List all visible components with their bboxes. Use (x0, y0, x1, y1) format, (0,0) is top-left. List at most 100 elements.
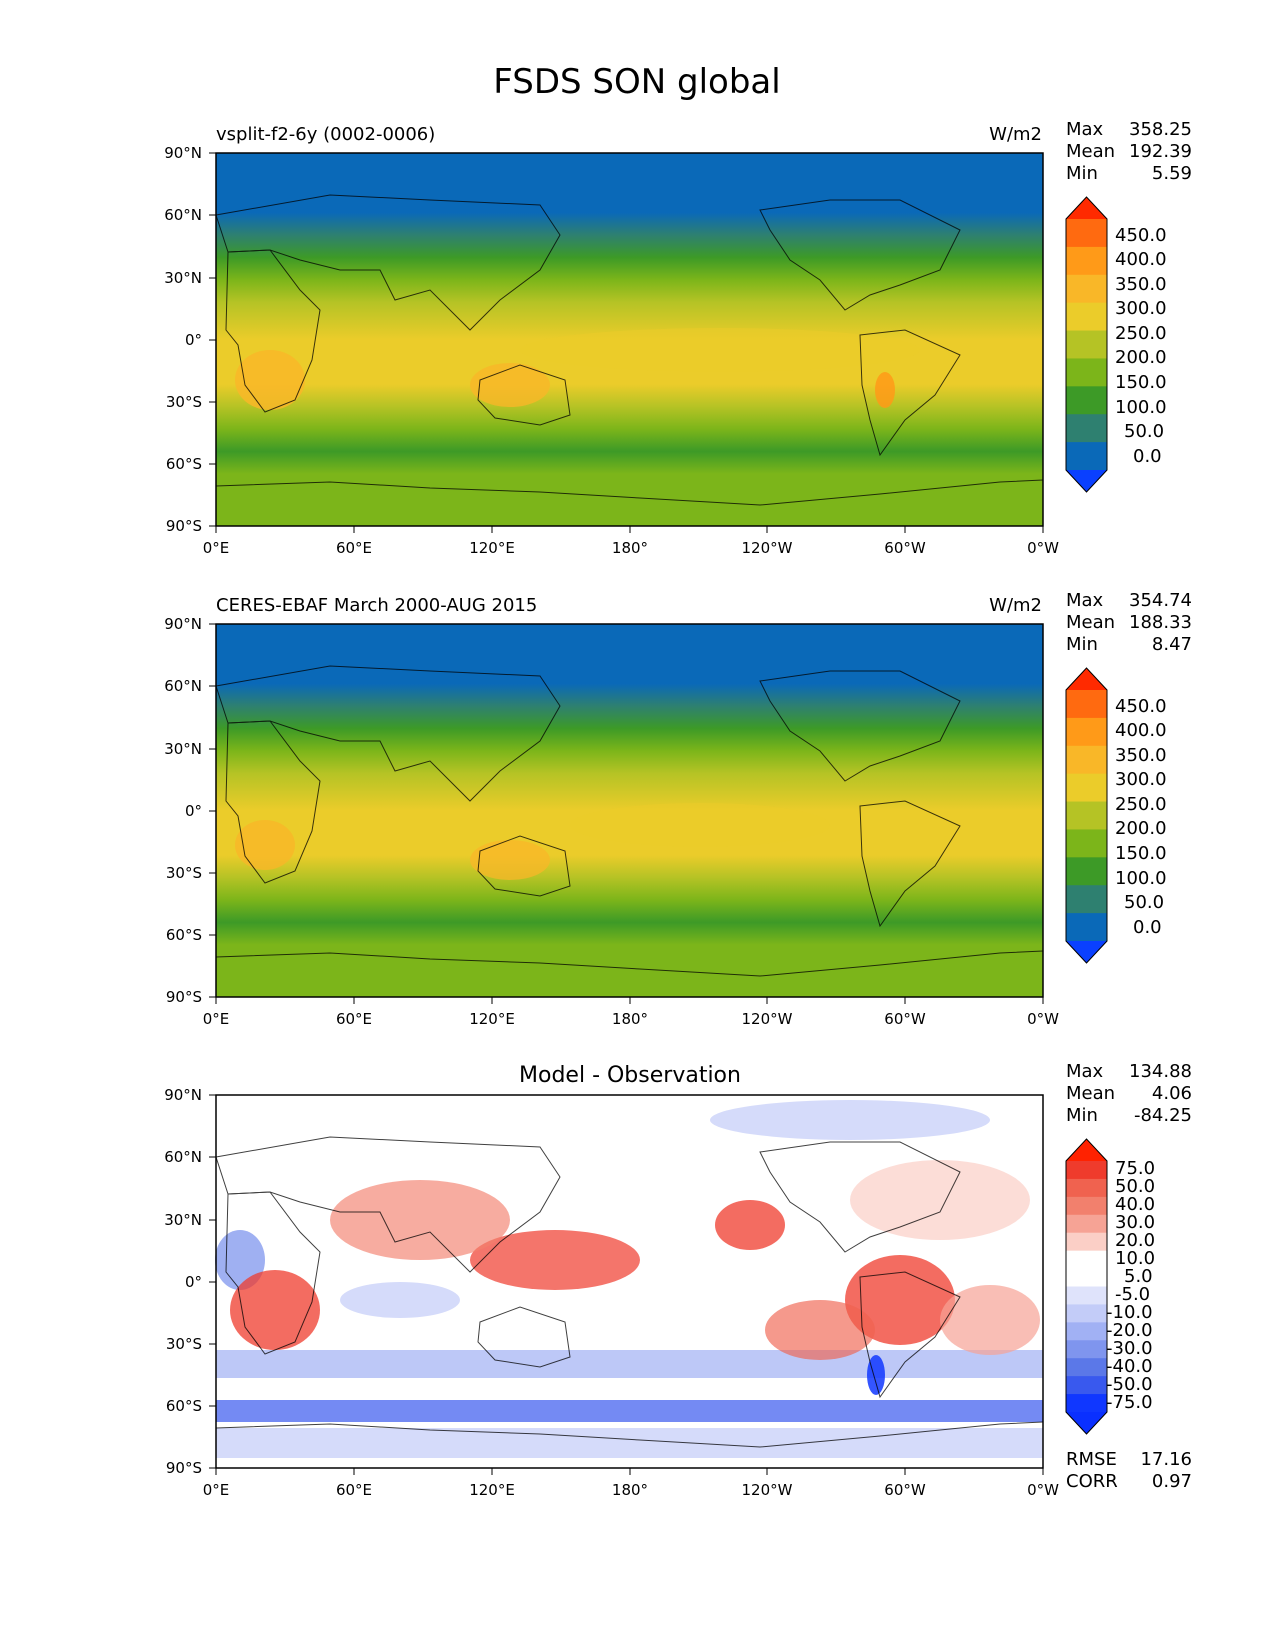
colorbar-segment (1066, 1376, 1107, 1395)
colorbar-outline (1065, 1138, 1108, 1435)
colorbar-segment (1066, 885, 1107, 914)
colorbar-label: 150.0 (1115, 372, 1167, 393)
stat-min-label: Min (1066, 163, 1098, 184)
coast-eurasia (215, 194, 561, 331)
figure-title: FSDS SON global (493, 62, 780, 102)
africa-high-flux (235, 820, 295, 870)
colorbar-segment (1066, 1178, 1107, 1198)
coast-antarctica (215, 1421, 1044, 1448)
colorbar-label: 50.0 (1124, 421, 1164, 442)
stat-mean-value: 4.06 (1152, 1083, 1192, 1104)
colorbar-label: 350.0 (1115, 745, 1167, 766)
stat-mean-value: 192.39 (1129, 141, 1192, 162)
lon-tick-label: 120°E (469, 1010, 515, 1028)
colorbar-segment (1066, 690, 1107, 719)
colorbar-segment (1066, 1268, 1107, 1288)
stat-min-label: Min (1066, 634, 1098, 655)
lat-tick-label: 60°S (166, 1397, 202, 1415)
coast-north-america (759, 670, 961, 782)
lat-tick-label: 90°S (166, 517, 202, 535)
lat-axis: 90°N 60°N 30°N 0° 30°S 60°S 90°S (164, 615, 216, 1006)
panel-center-title: Model - Observation (519, 1063, 741, 1088)
colorbar-label: 75.0 (1115, 1158, 1155, 1179)
colorbar-segment (1066, 302, 1107, 332)
lat-tick-label: 30°S (166, 1335, 202, 1353)
colorbar-extend-max (1066, 668, 1107, 690)
colorbar: 450.0 400.0 350.0 300.0 250.0 200.0 150.… (1065, 667, 1167, 964)
lat-tick-label: 90°S (166, 988, 202, 1006)
colorbar-label: 150.0 (1115, 843, 1167, 864)
colorbar-segment (1066, 1304, 1107, 1323)
southern-ocean-negative (216, 1350, 1043, 1378)
asia-positive (330, 1180, 510, 1260)
panel-left-title: vsplit-f2-6y (0002-0006) (216, 124, 435, 145)
colorbar-segment (1066, 913, 1107, 942)
patagonia-negative (867, 1355, 885, 1395)
coast-south-america (859, 1271, 961, 1399)
colorbar-segment (1066, 801, 1107, 831)
colorbar-label: 30.0 (1115, 1212, 1155, 1233)
lon-tick-label: 0°W (1027, 539, 1059, 557)
colorbar-segment (1066, 1250, 1107, 1270)
stat-mean-label: Mean (1066, 612, 1115, 633)
coast-africa (225, 1191, 321, 1355)
stat-max-value: 354.74 (1129, 590, 1192, 611)
lon-tick-label: 120°E (469, 539, 515, 557)
colorbar-segment (1066, 773, 1107, 803)
panel-units: W/m2 (989, 124, 1042, 145)
colorbar-segment (1066, 414, 1107, 443)
lat-tick-label: 30°N (164, 740, 202, 758)
stat-min-value: -84.25 (1134, 1105, 1192, 1126)
colorbar-segment (1066, 1161, 1107, 1180)
lat-tick-label: 60°N (164, 1148, 202, 1166)
coastlines (215, 194, 1044, 506)
corr-value: 0.97 (1152, 1471, 1192, 1492)
colorbar-label: 450.0 (1115, 696, 1167, 717)
lat-axis: 90°N 60°N 30°N 0° 30°S 60°S 90°S (164, 1086, 216, 1477)
coast-africa (225, 720, 321, 884)
southeast-pacific-positive (765, 1300, 875, 1360)
colorbar-segment (1066, 1214, 1107, 1234)
lat-tick-label: 90°N (164, 1086, 202, 1104)
colorbar-label: 250.0 (1115, 794, 1167, 815)
coast-africa (225, 249, 321, 413)
colorbar-label: 350.0 (1115, 274, 1167, 295)
coast-north-america (759, 1141, 961, 1253)
colorbar-label: 100.0 (1115, 397, 1167, 418)
panel-observation: CERES-EBAF March 2000-AUG 2015 W/m2 (164, 590, 1192, 1028)
colorbar-label: 200.0 (1115, 347, 1167, 368)
southern-ocean-negative (216, 1400, 1043, 1422)
lat-tick-label: 60°S (166, 926, 202, 944)
colorbar-label: -10.0 (1106, 1302, 1153, 1323)
indian-ocean-negative (340, 1282, 460, 1318)
colorbar-segment (1066, 246, 1107, 276)
colorbar-label: -75.0 (1106, 1392, 1153, 1413)
lon-tick-label: 180° (612, 1481, 648, 1499)
coast-australia (477, 1306, 571, 1368)
colorbar-label: 400.0 (1115, 249, 1167, 270)
colorbar-extend-max (1066, 197, 1107, 219)
pacific-band (520, 328, 920, 372)
panel-difference: Model - Observation (164, 1061, 1192, 1499)
colorbar-label: 50.0 (1115, 1176, 1155, 1197)
colorbar-segment (1066, 1232, 1107, 1252)
australia-high-flux (470, 363, 550, 407)
lon-tick-label: 60°E (336, 539, 372, 557)
lat-tick-label: 90°S (166, 1459, 202, 1477)
stats-block: Max 134.88 Mean 4.06 Min -84.25 (1066, 1061, 1192, 1126)
coast-antarctica (215, 479, 1044, 506)
colorbar-label: 10.0 (1115, 1248, 1155, 1269)
lat-tick-label: 0° (185, 1273, 202, 1291)
south-atlantic-positive (940, 1285, 1040, 1355)
colorbar-segment (1066, 330, 1107, 360)
lon-axis: 0°E 60°E 120°E 180° 120°W 60°W 0°W (203, 1468, 1059, 1499)
colorbar: 450.0 400.0 350.0 300.0 250.0 200.0 150.… (1065, 196, 1167, 493)
colorbar-segment (1066, 219, 1107, 248)
lon-tick-label: 120°W (742, 1481, 793, 1499)
africa-positive (230, 1270, 320, 1350)
africa-high-flux (235, 350, 305, 410)
lat-tick-label: 0° (185, 802, 202, 820)
colorbar-extend-min (1066, 470, 1107, 492)
maritime-continent-positive (470, 1230, 640, 1290)
lon-tick-label: 60°W (884, 1010, 926, 1028)
